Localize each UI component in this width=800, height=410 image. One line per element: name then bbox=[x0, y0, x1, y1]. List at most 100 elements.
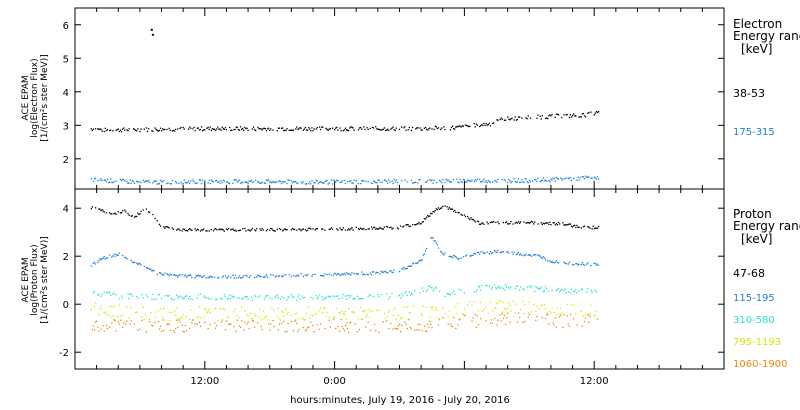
proton-data-point bbox=[567, 263, 569, 265]
electron-data-point bbox=[193, 180, 195, 183]
proton-data-point bbox=[205, 297, 207, 299]
proton-data-point bbox=[535, 310, 537, 312]
electron-data-point bbox=[540, 179, 542, 182]
proton-data-point bbox=[440, 207, 442, 209]
electron-data-point bbox=[376, 182, 378, 184]
proton-data-point bbox=[528, 254, 530, 256]
proton-data-point bbox=[539, 255, 541, 258]
proton-data-point bbox=[534, 221, 536, 223]
electron-data-point bbox=[187, 128, 190, 130]
proton-data-point bbox=[517, 312, 520, 314]
proton-data-point bbox=[280, 296, 283, 298]
proton-data-point bbox=[177, 228, 179, 230]
electron-data-point bbox=[396, 181, 399, 184]
proton-data-point bbox=[115, 253, 117, 256]
electron-data-point bbox=[446, 179, 448, 182]
electron-data-point bbox=[138, 181, 140, 183]
proton-data-point bbox=[478, 253, 481, 255]
electron-data-point bbox=[339, 127, 341, 129]
electron-data-point bbox=[583, 115, 586, 117]
proton-data-point bbox=[377, 228, 379, 230]
proton-data-point bbox=[437, 317, 440, 319]
electron-data-point bbox=[206, 127, 208, 129]
proton-data-point bbox=[197, 229, 200, 231]
proton-data-point bbox=[301, 295, 303, 297]
proton-data-point bbox=[575, 288, 577, 291]
electron-data-point bbox=[189, 126, 191, 128]
proton-data-point bbox=[435, 287, 437, 289]
electron-data-point bbox=[225, 129, 228, 131]
proton-data-point bbox=[383, 226, 386, 228]
electron-data-point bbox=[306, 129, 309, 131]
electron-data-point bbox=[513, 119, 515, 121]
proton-data-point bbox=[354, 298, 356, 300]
electron-data-point bbox=[348, 129, 350, 132]
electron-data-point bbox=[127, 182, 129, 184]
proton-data-point bbox=[536, 305, 538, 308]
proton-data-point bbox=[491, 286, 494, 288]
electron-data-point bbox=[134, 129, 137, 132]
electron-data-point bbox=[282, 181, 284, 183]
proton-data-point bbox=[196, 323, 198, 325]
proton-data-point bbox=[409, 225, 412, 227]
electron-data-point bbox=[193, 126, 195, 128]
proton-data-point bbox=[139, 213, 141, 215]
proton-data-point bbox=[584, 313, 587, 315]
proton-data-point bbox=[248, 327, 250, 330]
electron-data-point bbox=[257, 181, 259, 183]
electron-data-point bbox=[561, 116, 563, 119]
electron-data-point bbox=[526, 180, 528, 183]
proton-data-point bbox=[535, 285, 537, 288]
electron-data-point bbox=[394, 181, 396, 183]
electron-data-point bbox=[565, 114, 567, 116]
proton-data-point bbox=[488, 285, 490, 287]
proton-data-point bbox=[223, 293, 225, 296]
electron-data-point bbox=[391, 180, 393, 182]
proton-data-point bbox=[285, 273, 287, 276]
proton-data-point bbox=[304, 228, 307, 231]
electron-data-point bbox=[223, 180, 225, 182]
electron-data-point bbox=[259, 128, 261, 130]
proton-data-point bbox=[128, 214, 130, 216]
electron-data-point bbox=[217, 181, 219, 183]
proton-data-point bbox=[110, 294, 112, 297]
electron-data-point bbox=[255, 129, 257, 132]
proton-data-point bbox=[259, 228, 261, 230]
proton-data-point bbox=[342, 293, 344, 296]
electron-data-point bbox=[222, 127, 224, 130]
electron-data-point bbox=[168, 127, 170, 130]
proton-data-point bbox=[512, 223, 514, 225]
proton-ylabel-line1: ACE EPAM bbox=[21, 257, 31, 302]
electron-data-point bbox=[296, 126, 298, 128]
proton-data-point bbox=[349, 229, 351, 231]
proton-data-point bbox=[548, 323, 550, 325]
proton-data-point bbox=[417, 262, 419, 264]
proton-data-point bbox=[376, 227, 378, 230]
proton-data-point bbox=[332, 274, 335, 276]
electron-data-point bbox=[245, 181, 247, 183]
proton-data-point bbox=[384, 270, 387, 272]
proton-data-point bbox=[98, 259, 100, 262]
electron-data-point bbox=[255, 179, 257, 182]
proton-data-point bbox=[450, 208, 453, 210]
electron-data-point bbox=[556, 113, 559, 116]
proton-data-point bbox=[126, 258, 128, 260]
proton-data-point bbox=[261, 227, 263, 230]
electron-data-point bbox=[190, 127, 192, 129]
electron-data-point bbox=[145, 180, 148, 182]
proton-data-point bbox=[421, 287, 423, 289]
electron-data-point bbox=[199, 179, 202, 181]
proton-data-point bbox=[319, 274, 322, 277]
proton-data-point bbox=[115, 330, 117, 332]
electron-data-point bbox=[158, 183, 161, 185]
proton-data-point bbox=[303, 296, 306, 299]
proton-data-point bbox=[271, 228, 273, 230]
electron-data-point bbox=[494, 180, 496, 182]
electron-legend-item-2: 175-315 bbox=[733, 127, 775, 138]
proton-data-point bbox=[341, 310, 343, 312]
proton-data-point bbox=[582, 315, 585, 317]
proton-data-point bbox=[138, 262, 140, 265]
proton-data-point bbox=[105, 324, 108, 327]
electron-data-point bbox=[327, 183, 329, 185]
electron-data-point bbox=[284, 181, 286, 183]
